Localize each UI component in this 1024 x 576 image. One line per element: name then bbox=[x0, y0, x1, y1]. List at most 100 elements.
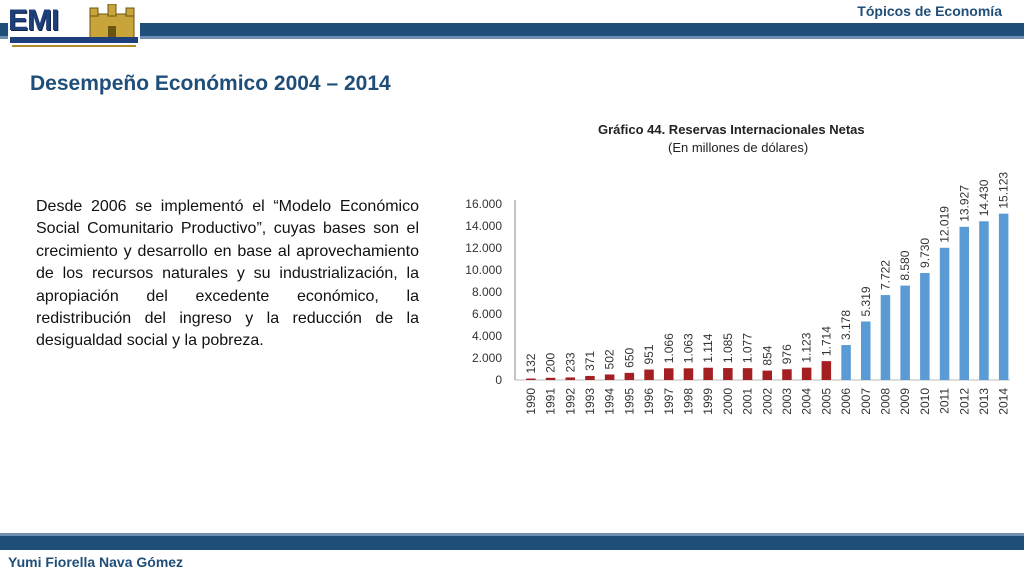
logo-text: EMI bbox=[8, 4, 59, 37]
category-label-2013: 2013 bbox=[977, 388, 991, 415]
bar-2001 bbox=[742, 368, 753, 380]
category-label-1994: 1994 bbox=[603, 388, 617, 415]
category-label-2004: 2004 bbox=[800, 388, 814, 415]
category-label-1990: 1990 bbox=[524, 388, 538, 415]
topic-title: Tópicos de Economía bbox=[857, 3, 1002, 19]
bar-1995 bbox=[624, 372, 635, 380]
bar-2000 bbox=[723, 368, 733, 380]
y-tick-label: 14.000 bbox=[465, 219, 502, 233]
category-label-2011: 2011 bbox=[938, 388, 952, 414]
footer-bar bbox=[0, 536, 1024, 550]
bar-1998 bbox=[683, 368, 694, 380]
bar-2005 bbox=[821, 361, 832, 380]
category-label-2009: 2009 bbox=[898, 388, 912, 415]
header-accent-line bbox=[0, 36, 1024, 39]
footer-accent-line bbox=[0, 533, 1024, 536]
logo-banner bbox=[10, 37, 138, 43]
y-tick-label: 4.000 bbox=[472, 329, 502, 343]
category-label-2006: 2006 bbox=[839, 388, 853, 415]
value-label-2001: 1.077 bbox=[741, 333, 755, 363]
chart-subtitle: (En millones de dólares) bbox=[668, 140, 809, 155]
bar-1996 bbox=[644, 369, 654, 380]
value-label-1993: 371 bbox=[583, 351, 597, 371]
value-label-2014: 15.123 bbox=[997, 172, 1010, 209]
bar-2006 bbox=[841, 345, 851, 380]
category-label-1997: 1997 bbox=[662, 388, 676, 415]
bar-2007 bbox=[861, 321, 871, 380]
value-label-1992: 233 bbox=[563, 352, 577, 372]
value-label-1994: 502 bbox=[603, 349, 617, 369]
y-tick-label: 10.000 bbox=[465, 263, 502, 277]
value-label-2010: 9.730 bbox=[918, 238, 932, 268]
category-label-2014: 2014 bbox=[997, 388, 1010, 415]
value-label-1997: 1.066 bbox=[662, 333, 676, 363]
category-label-2003: 2003 bbox=[780, 388, 794, 415]
value-label-2008: 7.722 bbox=[878, 260, 892, 290]
category-label-1995: 1995 bbox=[622, 388, 636, 415]
category-label-1998: 1998 bbox=[681, 388, 695, 415]
author-name: Yumi Fiorella Nava Gómez bbox=[8, 554, 184, 570]
value-label-2006: 3.178 bbox=[839, 310, 853, 340]
bar-1990 bbox=[526, 378, 536, 380]
value-label-2000: 1.085 bbox=[721, 333, 735, 363]
category-label-1996: 1996 bbox=[642, 388, 656, 415]
header-bar bbox=[0, 23, 1024, 36]
body-paragraph: Desde 2006 se implementó el “Modelo Econ… bbox=[36, 198, 419, 350]
category-label-2012: 2012 bbox=[957, 388, 971, 415]
bar-2012 bbox=[959, 226, 969, 380]
logo-motto-line bbox=[12, 45, 136, 47]
value-label-2013: 14.430 bbox=[977, 179, 991, 216]
value-label-1999: 1.114 bbox=[701, 333, 715, 362]
category-label-2008: 2008 bbox=[878, 388, 892, 415]
value-label-1998: 1.063 bbox=[681, 333, 695, 363]
bar-1993 bbox=[585, 375, 595, 380]
bar-2002 bbox=[762, 370, 772, 380]
bar-1991 bbox=[545, 377, 556, 380]
bar-1997 bbox=[664, 368, 674, 380]
bar-2003 bbox=[782, 369, 792, 380]
category-label-2007: 2007 bbox=[859, 388, 873, 415]
castle-icon bbox=[89, 4, 135, 38]
category-label-1991: 1991 bbox=[544, 388, 558, 415]
category-label-1993: 1993 bbox=[583, 388, 597, 415]
category-label-1999: 1999 bbox=[701, 388, 715, 415]
reserves-bar-chart: 0 2.000 4.000 6.000 8.000 10.000 12.000 14.000 1… bbox=[465, 172, 1010, 415]
category-label-2000: 2000 bbox=[721, 388, 735, 415]
category-label-2002: 2002 bbox=[760, 388, 774, 415]
bar-1994 bbox=[604, 374, 615, 380]
y-tick-label: 2.000 bbox=[472, 351, 502, 365]
bar-2010 bbox=[920, 272, 930, 380]
bar-2014 bbox=[998, 213, 1009, 380]
category-label-2005: 2005 bbox=[819, 388, 833, 415]
value-label-2012: 13.927 bbox=[957, 185, 971, 222]
bar-2013 bbox=[979, 221, 989, 380]
y-tick-label: 0 bbox=[495, 373, 502, 387]
category-label-1992: 1992 bbox=[563, 388, 577, 415]
value-label-1991: 200 bbox=[544, 352, 558, 372]
category-label-2010: 2010 bbox=[918, 388, 932, 415]
bar-2009 bbox=[900, 285, 910, 380]
chart-title: Gráfico 44. Reservas Internacionales Net… bbox=[598, 122, 865, 137]
category-label-2001: 2001 bbox=[741, 388, 755, 415]
page-title: Desempeño Económico 2004 – 2014 bbox=[30, 72, 391, 95]
emi-logo: EMI bbox=[8, 2, 140, 52]
value-label-2005: 1.714 bbox=[819, 326, 833, 356]
value-label-2011: 12.019 bbox=[938, 206, 952, 243]
value-label-2004: 1.123 bbox=[800, 332, 814, 362]
value-label-2003: 976 bbox=[780, 344, 794, 364]
value-label-2002: 854 bbox=[760, 345, 774, 365]
y-tick-label: 16.000 bbox=[465, 197, 502, 211]
y-tick-label: 8.000 bbox=[472, 285, 502, 299]
value-label-1990: 132 bbox=[524, 353, 538, 373]
bar-1999 bbox=[703, 367, 713, 380]
bar-1992 bbox=[565, 377, 575, 380]
y-tick-label: 12.000 bbox=[465, 241, 502, 255]
y-tick-label: 6.000 bbox=[472, 307, 502, 321]
value-label-1996: 951 bbox=[642, 344, 656, 364]
value-label-1995: 650 bbox=[622, 348, 636, 368]
value-label-2007: 5.319 bbox=[859, 286, 873, 316]
value-label-2009: 8.580 bbox=[898, 250, 912, 280]
bar-2011 bbox=[939, 247, 950, 380]
bar-2004 bbox=[801, 367, 812, 380]
bar-2008 bbox=[880, 295, 891, 380]
